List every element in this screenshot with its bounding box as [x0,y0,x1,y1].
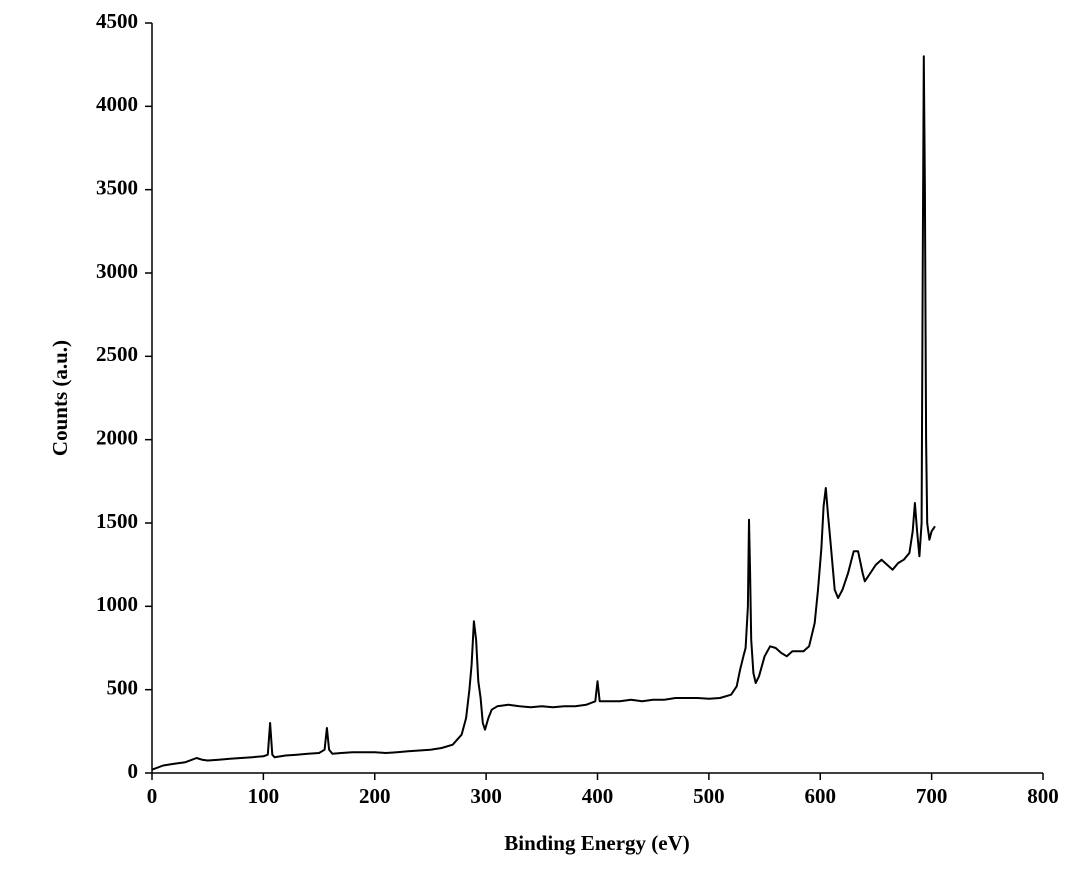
y-axis-title: Counts (a.u.) [48,340,72,456]
x-tick-label: 100 [248,784,280,808]
x-tick-label: 0 [147,784,158,808]
y-tick-label: 4500 [96,9,138,33]
y-tick-label: 0 [128,759,139,783]
y-tick-label: 500 [107,675,139,699]
y-tick-label: 1000 [96,592,138,616]
y-tick-label: 3500 [96,175,138,199]
spectrum-line [151,55,936,771]
x-tick-label: 600 [805,784,837,808]
x-tick-label: 400 [582,784,614,808]
y-tick-label: 3000 [96,259,138,283]
y-tick-label: 2000 [96,425,138,449]
y-tick-label: 2500 [96,342,138,366]
x-axis-title: Binding Energy (eV) [504,831,690,855]
x-tick-label: 800 [1027,784,1059,808]
x-tick-label: 700 [916,784,948,808]
y-tick-label: 1500 [96,509,138,533]
x-tick-label: 200 [359,784,391,808]
x-tick-label: 300 [470,784,502,808]
x-tick-label: 500 [693,784,725,808]
y-tick-label: 4000 [96,92,138,116]
